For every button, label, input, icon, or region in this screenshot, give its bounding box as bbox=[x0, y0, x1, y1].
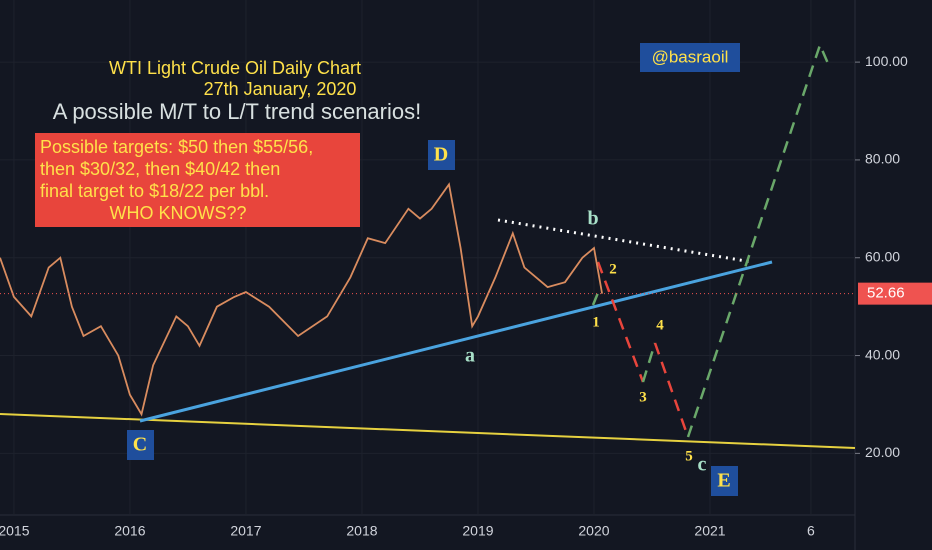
x-tick-label: 6 bbox=[807, 523, 815, 539]
note-line: Possible targets: $50 then $55/56, bbox=[40, 137, 313, 157]
wave-label: 4 bbox=[656, 317, 664, 333]
author-box bbox=[640, 43, 740, 72]
label-box bbox=[428, 140, 455, 170]
resistance-line bbox=[497, 218, 753, 264]
x-tick-label: 2020 bbox=[578, 523, 609, 539]
scenario-leg bbox=[686, 41, 832, 438]
y-tick-label: 100.00 bbox=[865, 53, 908, 69]
note-line: final target to $18/22 per bbl. bbox=[40, 181, 269, 201]
scenario-leg bbox=[653, 342, 690, 438]
last-price-box bbox=[858, 282, 932, 305]
headline: A possible M/T to L/T trend scenarios! bbox=[53, 99, 421, 124]
wave-label: 3 bbox=[639, 389, 647, 405]
y-tick-label: 60.00 bbox=[865, 248, 900, 264]
x-tick-label: 2015 bbox=[0, 523, 30, 539]
x-tick-label: 2021 bbox=[694, 523, 725, 539]
note-line: then $30/32, then $40/42 then bbox=[40, 159, 280, 179]
wave-label: 5 bbox=[685, 448, 693, 464]
chart-title: WTI Light Crude Oil Daily Chart bbox=[109, 58, 361, 78]
wave-label: 1 bbox=[592, 314, 600, 330]
price-line bbox=[0, 182, 603, 417]
x-tick-label: 2019 bbox=[462, 523, 493, 539]
wave-label: a bbox=[465, 345, 475, 367]
note-line: WHO KNOWS?? bbox=[109, 203, 246, 223]
scenario-leg bbox=[596, 261, 645, 383]
x-tick-label: 2018 bbox=[346, 523, 377, 539]
wave-label: C bbox=[133, 434, 147, 456]
scenario-leg bbox=[641, 342, 657, 383]
note-box bbox=[35, 133, 360, 227]
last-price-label: 52.66 bbox=[867, 285, 905, 302]
trend-line bbox=[139, 260, 773, 423]
wave-label: D bbox=[434, 144, 448, 166]
label-box bbox=[127, 430, 154, 460]
wave-label: c bbox=[698, 454, 707, 476]
x-tick-label: 2016 bbox=[114, 523, 145, 539]
price-axis bbox=[855, 0, 932, 550]
y-tick-label: 40.00 bbox=[865, 346, 900, 362]
author: @basraoil bbox=[652, 47, 729, 66]
scenario-leg bbox=[591, 287, 602, 306]
wave-label: 2 bbox=[609, 261, 617, 277]
chart-subtitle: 27th January, 2020 bbox=[204, 79, 357, 99]
wave-label: E bbox=[717, 470, 730, 492]
wave-label: b bbox=[587, 208, 598, 230]
x-tick-label: 2017 bbox=[230, 523, 261, 539]
label-box bbox=[711, 466, 738, 496]
y-tick-label: 20.00 bbox=[865, 444, 900, 460]
y-tick-label: 80.00 bbox=[865, 151, 900, 167]
scenario bbox=[591, 41, 832, 438]
